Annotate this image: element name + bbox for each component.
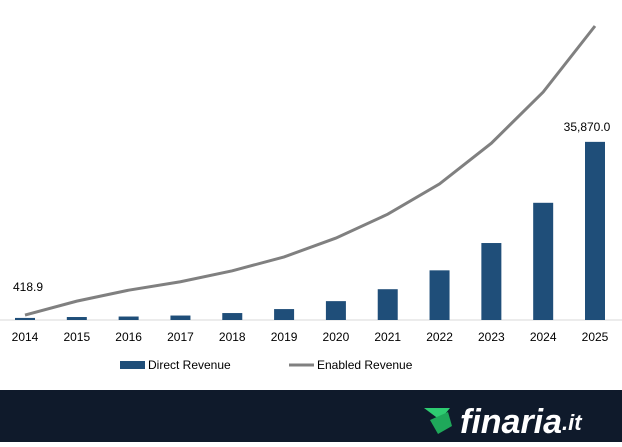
value-label: 418.9 [13, 280, 43, 294]
logo-icon [430, 412, 452, 434]
bar [429, 270, 450, 320]
x-tick-label: 2024 [530, 330, 557, 344]
line [24, 25, 597, 317]
bar [481, 243, 502, 320]
x-tick-label: 2018 [219, 330, 246, 344]
logo-suffix: .it [562, 410, 583, 435]
bar [222, 313, 243, 320]
x-tick-label: 2021 [374, 330, 401, 344]
x-tick-label: 2022 [426, 330, 453, 344]
x-tick-label: 2023 [478, 330, 505, 344]
x-tick-label: 2017 [167, 330, 194, 344]
footer: finaria.it [0, 390, 622, 442]
chart: 2014 2015 2016 2017 2018 2019 2020 2021 2022 2023… [0, 25, 622, 372]
logo-icon [424, 408, 450, 420]
bar [585, 141, 605, 320]
legend-swatch [120, 361, 145, 369]
logo: finaria.it [424, 403, 583, 441]
value-label: 35,870.0 [564, 120, 611, 134]
bar [533, 202, 554, 320]
bar [15, 317, 35, 320]
x-tick-label: 2019 [271, 330, 298, 344]
bar [274, 309, 295, 320]
bar [325, 301, 346, 320]
bar [170, 315, 191, 320]
logo-text: finaria.it [460, 403, 583, 441]
bar [377, 289, 398, 320]
x-tick-label: 2025 [582, 330, 609, 344]
legend-label: Direct Revenue [148, 358, 231, 372]
x-tick-label: 2020 [323, 330, 350, 344]
bar [118, 316, 139, 320]
x-tick-label: 2016 [115, 330, 142, 344]
bar [66, 317, 87, 320]
logo-name: finaria [460, 403, 562, 441]
x-tick-label: 2014 [12, 330, 39, 344]
x-tick-label: 2015 [63, 330, 90, 344]
legend-label: Enabled Revenue [317, 358, 413, 372]
